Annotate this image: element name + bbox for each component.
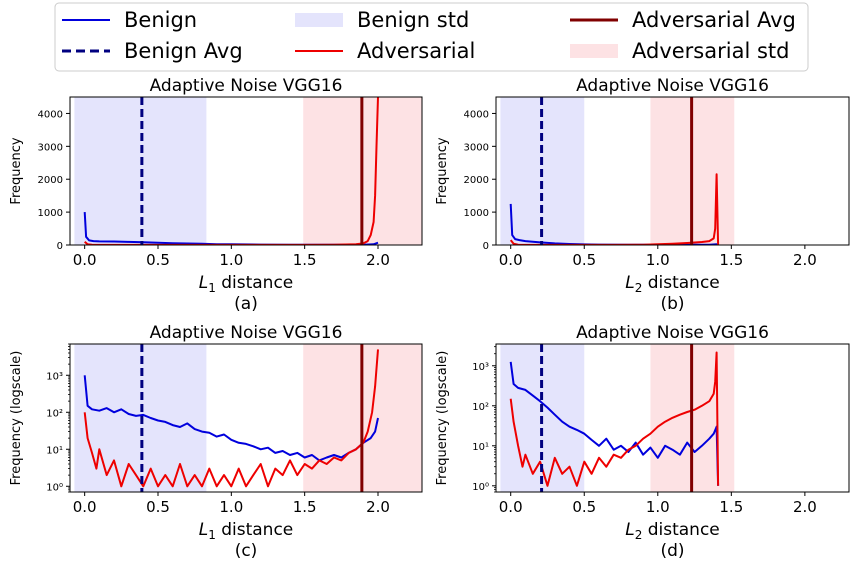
legend-swatch-benign-std — [295, 13, 343, 27]
x-tick-label: 0.0 — [499, 251, 523, 269]
y-axis-label: Frequency — [435, 137, 450, 204]
plot-area-a — [74, 97, 422, 245]
x-tick-label: 1.0 — [219, 251, 243, 269]
y-axis-label: Frequency (logscale) — [435, 351, 450, 486]
y-tick-label: 0 — [57, 241, 63, 252]
plot-area-b — [500, 97, 735, 245]
y-tick-label: 0 — [483, 241, 489, 252]
x-tick-label: 0.5 — [572, 251, 596, 269]
adversarial-series-line — [83, 349, 379, 488]
x-axis-label: L2 distance — [625, 273, 720, 295]
y-tick-label: 1000 — [464, 208, 489, 219]
x-tick-label: 2.0 — [793, 498, 817, 516]
y-tick-label: 4000 — [38, 109, 63, 120]
panel-title: Adaptive Noise VGG16 — [576, 323, 769, 343]
x-tick-label: 2.0 — [366, 251, 390, 269]
plot-area-d — [500, 344, 735, 492]
legend-label-adversarial-avg: Adversarial Avg — [632, 8, 796, 32]
legend-label-benign-std: Benign std — [357, 8, 469, 32]
x-axis-label-subscript: 1 — [208, 528, 216, 542]
y-tick-label: 10² — [46, 408, 63, 419]
panel-title: Adaptive Noise VGG16 — [150, 323, 343, 343]
panel-b: 0.0 0.5 1.0 1.5 2.0 0 1000 2000 3000 4000 Adaptive… — [435, 76, 850, 314]
subfigure-label: (d) — [660, 541, 684, 561]
y-tick-label: 10⁰ — [46, 482, 63, 493]
x-tick-label: 0.5 — [146, 251, 170, 269]
x-axis-label-text: distance — [642, 520, 719, 540]
x-tick-label: 0.5 — [146, 498, 170, 516]
x-tick-label: 1.0 — [646, 498, 670, 516]
x-tick-label: 2.0 — [793, 251, 817, 269]
subfigure-label: (c) — [235, 541, 258, 561]
x-tick-label: 1.5 — [719, 251, 743, 269]
x-axis-label-text: distance — [642, 273, 719, 293]
y-tick-label: 10¹ — [46, 445, 63, 456]
x-axis-label-subscript: 2 — [635, 528, 643, 542]
x-axis-label-subscript: 1 — [208, 281, 216, 295]
plot-area-c — [74, 344, 422, 492]
axes-frame — [69, 96, 423, 246]
x-tick-label: 0.0 — [499, 498, 523, 516]
panel-c: 0.0 0.5 1.0 1.5 2.0 10⁰ 10¹ 10² 10³ Adaptive Nois… — [9, 323, 423, 561]
x-axis-label: L1 distance — [199, 273, 294, 295]
x-axis-label: L1 distance — [199, 520, 294, 542]
subfigure-label: (b) — [660, 294, 684, 314]
legend-swatch-adversarial-std — [570, 44, 618, 58]
legend: Benign Benign Avg Benign std Adversarial Adv… — [54, 2, 809, 72]
y-tick-label: 1000 — [38, 208, 63, 219]
legend-label-benign-avg: Benign Avg — [124, 39, 243, 63]
y-tick-label: 10³ — [46, 371, 63, 382]
x-axis-label-symbol: L — [199, 520, 208, 540]
x-axis-label-subscript: 2 — [635, 281, 643, 295]
x-tick-label: 0.5 — [572, 498, 596, 516]
benign-series-line — [509, 361, 720, 486]
panel-a: 0.0 0.5 1.0 1.5 2.0 0 1000 2000 3000 4000 Adaptive… — [9, 76, 423, 314]
y-axis-label: Frequency — [9, 137, 24, 204]
x-tick-label: 1.5 — [293, 498, 317, 516]
x-axis-label-text: distance — [216, 520, 293, 540]
adversarial-series-line — [509, 351, 720, 487]
axes-frame — [495, 96, 850, 246]
legend-frame — [54, 2, 809, 72]
y-tick-label: 2000 — [464, 175, 489, 186]
subfigure-label: (a) — [234, 294, 258, 314]
y-tick-label: 10¹ — [472, 442, 489, 453]
x-axis-label-symbol: L — [199, 273, 208, 293]
y-tick-label: 10³ — [472, 362, 489, 373]
y-tick-label: 10⁰ — [472, 482, 489, 493]
x-tick-label: 2.0 — [366, 498, 390, 516]
y-tick-label: 2000 — [38, 175, 63, 186]
x-tick-label: 1.5 — [719, 498, 743, 516]
x-axis-label-symbol: L — [625, 520, 634, 540]
y-tick-label: 4000 — [464, 109, 489, 120]
panel-title: Adaptive Noise VGG16 — [576, 76, 769, 96]
benign-series-line — [83, 375, 379, 462]
panel-title: Adaptive Noise VGG16 — [150, 76, 343, 96]
legend-label-adversarial: Adversarial — [357, 39, 475, 63]
y-tick-label: 10² — [472, 402, 489, 413]
legend-label-benign: Benign — [124, 8, 197, 32]
x-tick-label: 1.5 — [293, 251, 317, 269]
x-tick-label: 1.0 — [646, 251, 670, 269]
panels: 0.0 0.5 1.0 1.5 2.0 0 1000 2000 3000 4000 Adaptive… — [9, 76, 850, 561]
x-axis-label: L2 distance — [625, 520, 720, 542]
x-tick-label: 0.0 — [73, 251, 97, 269]
legend-label-adversarial-std: Adversarial std — [632, 39, 789, 63]
y-tick-label: 3000 — [464, 142, 489, 153]
panel-d: 0.0 0.5 1.0 1.5 2.0 10⁰ 10¹ 10² 10³ Adaptive Nois… — [435, 323, 850, 561]
x-tick-label: 0.0 — [73, 498, 97, 516]
y-axis-label: Frequency (logscale) — [9, 351, 24, 486]
x-axis-label-symbol: L — [625, 273, 634, 293]
x-tick-label: 1.0 — [219, 498, 243, 516]
x-axis-label-text: distance — [216, 273, 293, 293]
y-tick-label: 3000 — [38, 142, 63, 153]
